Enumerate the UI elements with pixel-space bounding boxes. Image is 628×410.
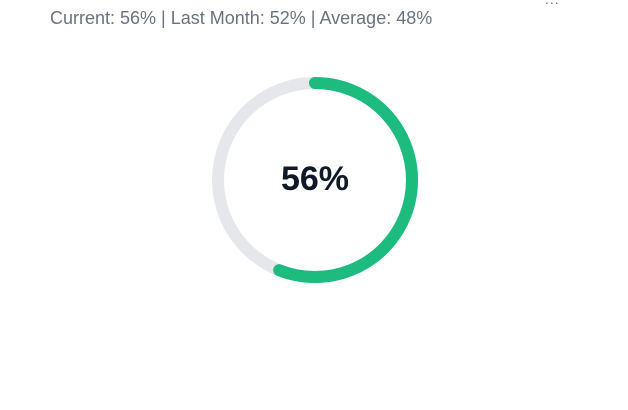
progress-value: 56% [280, 160, 350, 198]
stats-summary: Current: 56% | Last Month: 52% | Average… [50, 8, 433, 28]
more-options-icon[interactable]: ... [545, 0, 560, 7]
ring-progress [212, 77, 418, 283]
